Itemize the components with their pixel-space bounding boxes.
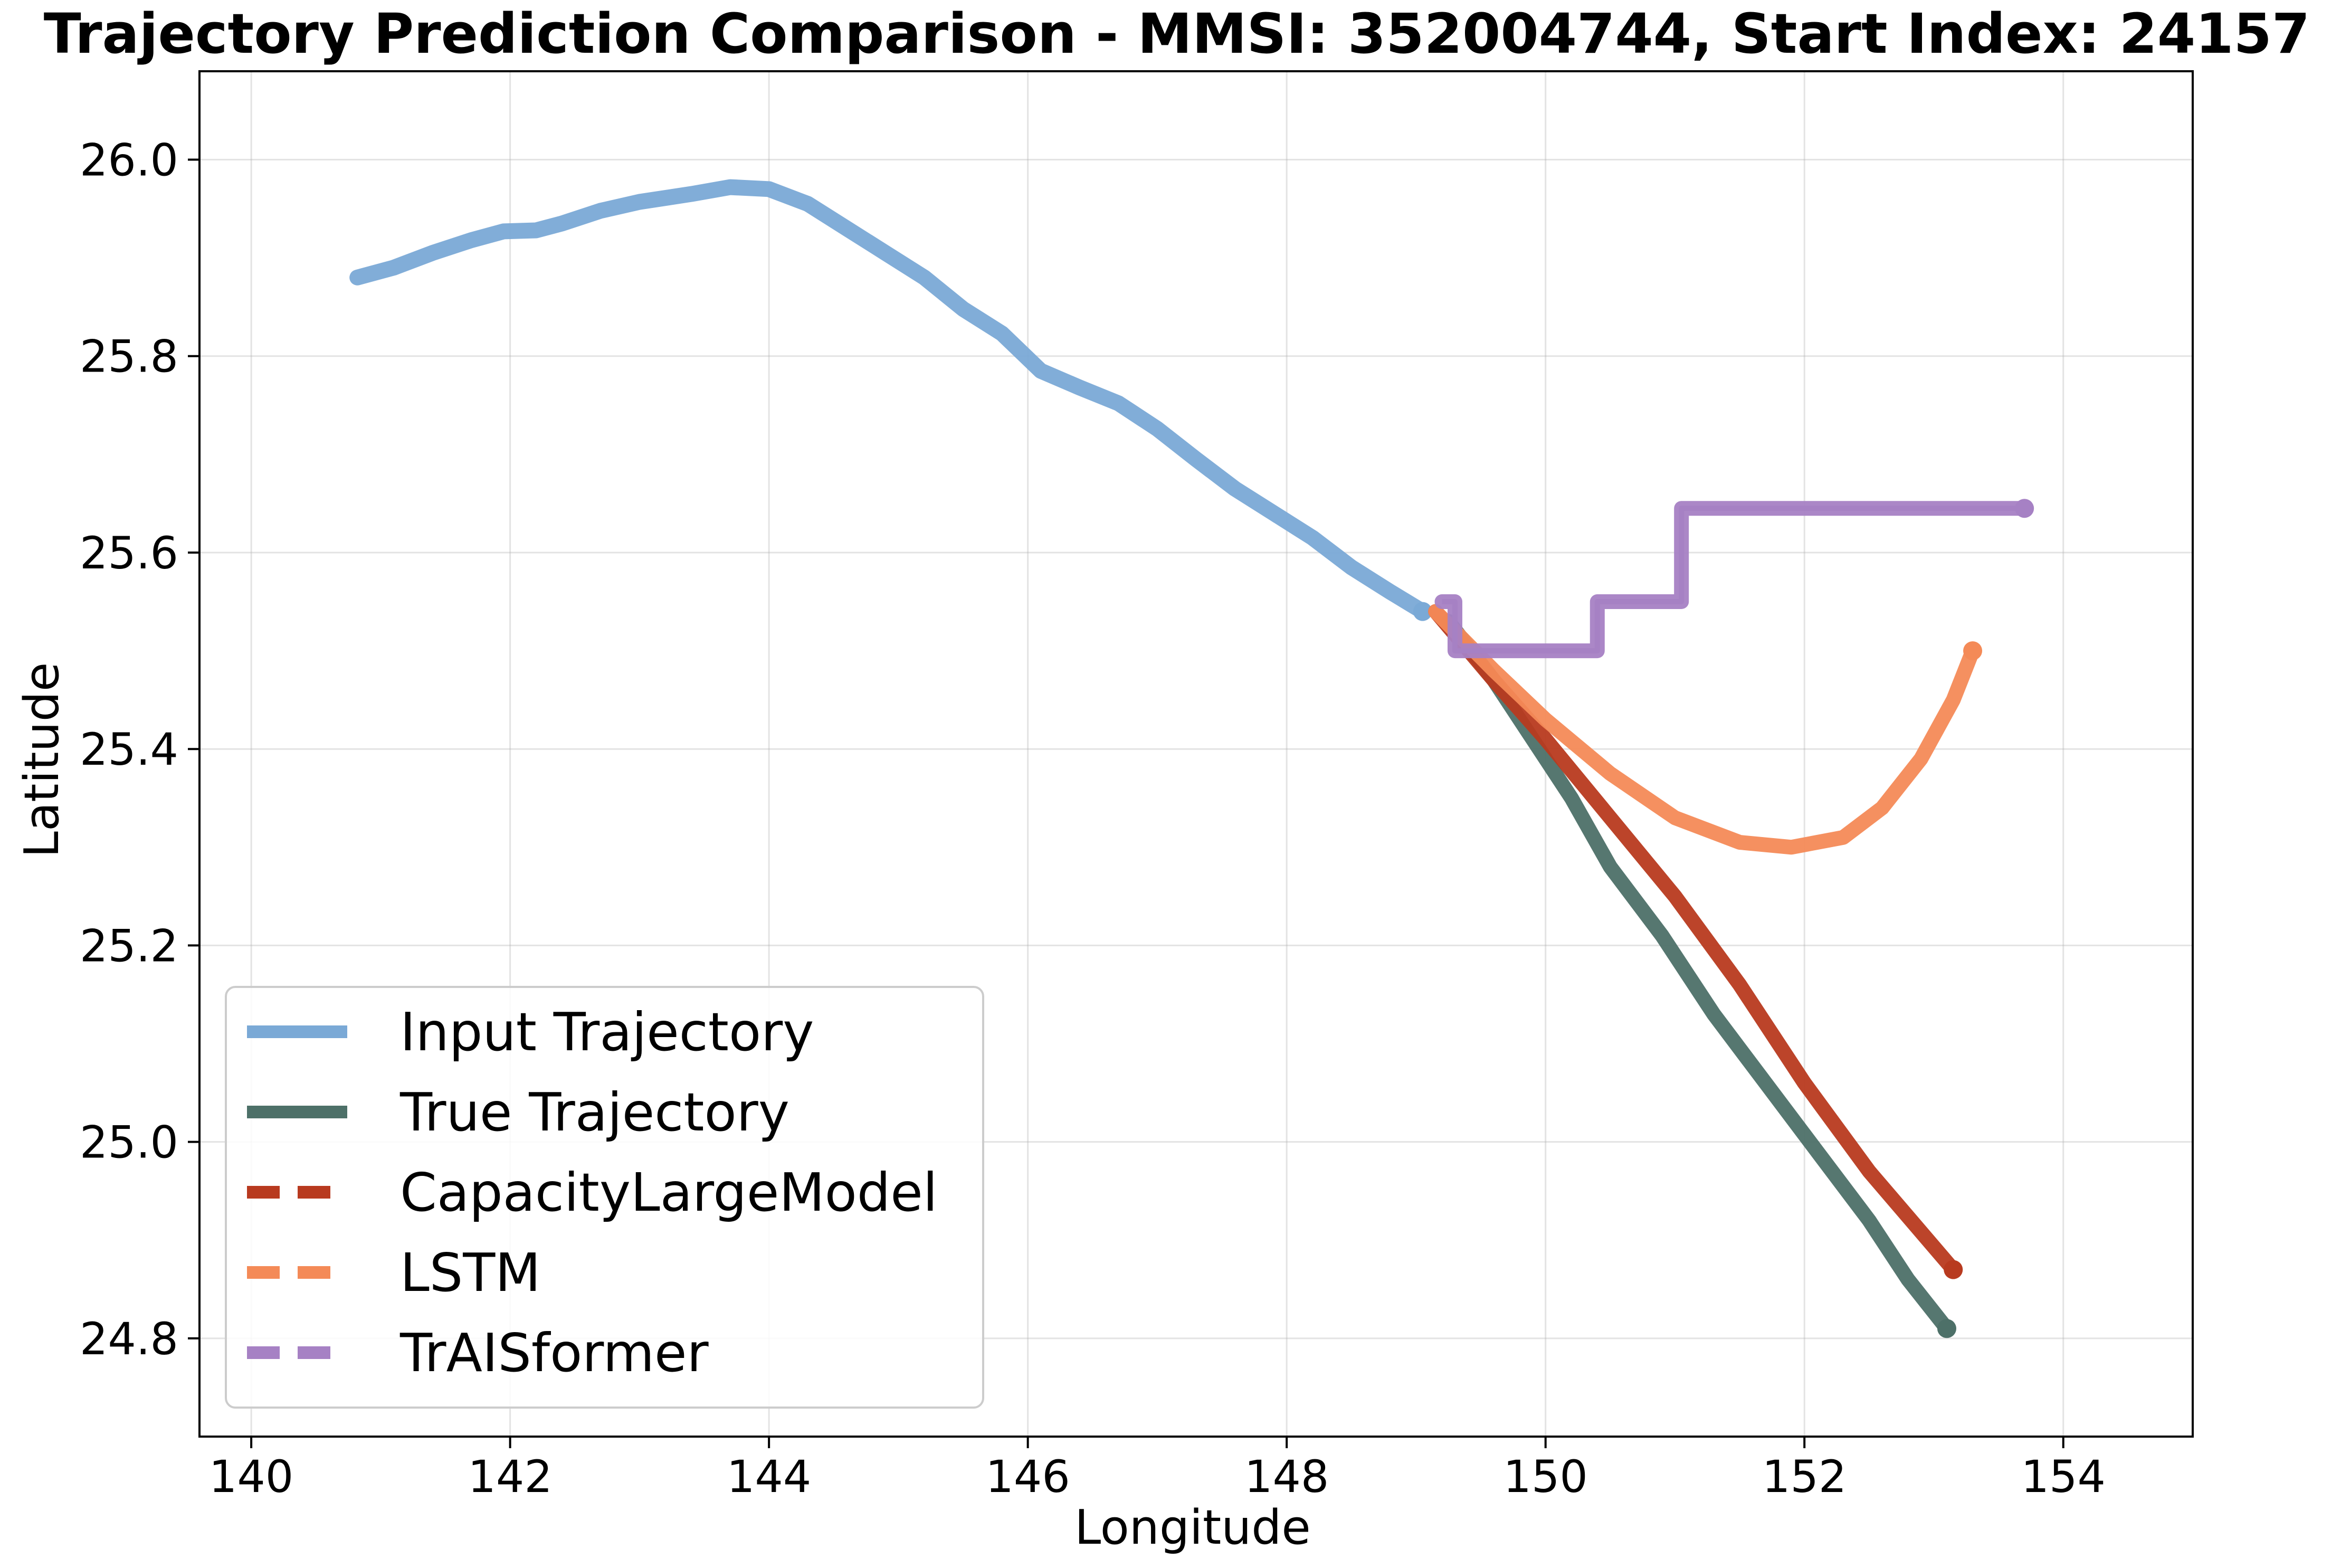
legend-box bbox=[225, 986, 984, 1409]
series-line-capacitylargemodel bbox=[1428, 604, 1961, 1277]
series-connector-trais bbox=[1442, 506, 2025, 654]
axes-layer: 140 142 144 146 148 150 152 154 24.8 25.0 25.2 25.4… bbox=[80, 70, 2194, 1503]
series-end-point bbox=[1937, 1319, 1957, 1338]
series-end-point bbox=[1963, 641, 1983, 661]
series-line-input-trajectory bbox=[349, 179, 1431, 620]
x-tick-label: 146 bbox=[985, 1451, 1070, 1503]
series-line-traisformer bbox=[1434, 501, 2032, 659]
x-axis-label: Longitude bbox=[1074, 1500, 1311, 1555]
legend-label: TrAISformer bbox=[399, 1322, 709, 1384]
y-tick-label: 25.6 bbox=[80, 527, 178, 579]
y-tick-label: 26.0 bbox=[80, 135, 178, 186]
series-end-point bbox=[2015, 499, 2034, 518]
x-tick-label: 152 bbox=[1762, 1451, 1847, 1503]
x-tick-label: 144 bbox=[727, 1451, 811, 1503]
series-end-point bbox=[1413, 602, 1432, 621]
y-axis-label: Latitude bbox=[14, 662, 70, 858]
plot-frame bbox=[198, 70, 2194, 1438]
y-tick-label: 24.8 bbox=[80, 1313, 178, 1365]
x-tick-label: 140 bbox=[209, 1451, 293, 1503]
chart-title: Trajectory Prediction Comparison - MMSI:… bbox=[44, 2, 2310, 66]
legend-label: LSTM bbox=[400, 1242, 541, 1304]
x-tick-label: 142 bbox=[468, 1451, 552, 1503]
series-line-true-trajectory bbox=[1441, 614, 1954, 1336]
y-tick-label: 25.0 bbox=[80, 1117, 178, 1168]
legend-label: True Trajectory bbox=[399, 1081, 789, 1143]
x-tick-label: 154 bbox=[2021, 1451, 2106, 1503]
y-tick-label: 25.4 bbox=[80, 724, 178, 775]
series-line-lstm bbox=[1428, 604, 1981, 855]
series-layer bbox=[349, 179, 2034, 1338]
legend-label: CapacityLargeModel bbox=[400, 1162, 938, 1223]
x-tick-label: 148 bbox=[1244, 1451, 1329, 1503]
x-tick-label: 150 bbox=[1503, 1451, 1588, 1503]
series-end-point bbox=[1944, 1260, 1963, 1279]
y-tick-label: 25.8 bbox=[80, 331, 178, 383]
y-tick-label: 25.2 bbox=[80, 920, 178, 972]
legend: Input Trajectory True Trajectory CapacityL… bbox=[225, 986, 984, 1409]
legend-label: Input Trajectory bbox=[400, 1001, 814, 1063]
